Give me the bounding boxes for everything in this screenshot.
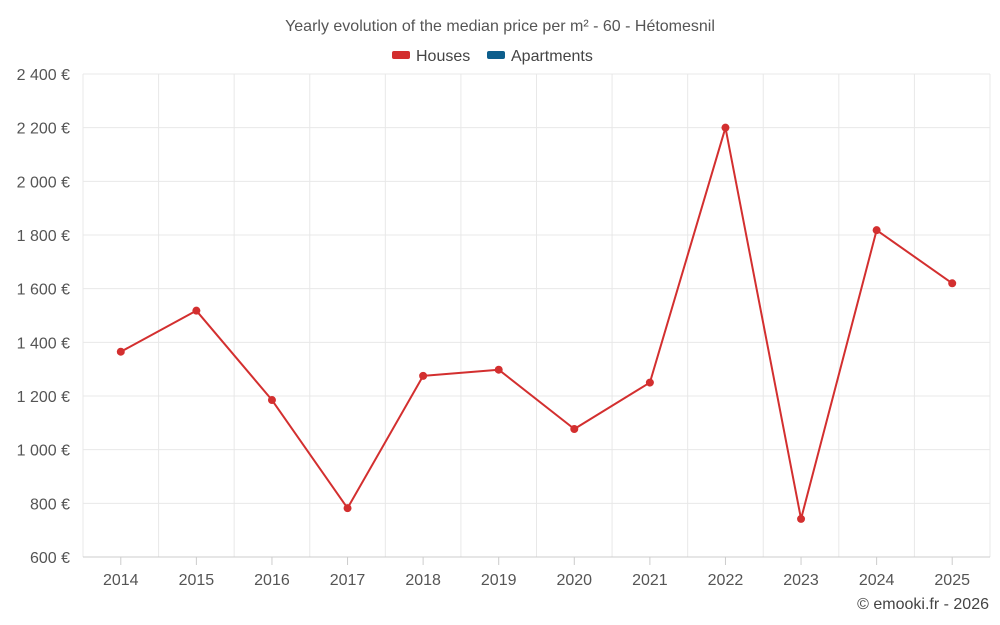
credit-text: © emooki.fr - 2026 (857, 596, 989, 613)
data-point-houses[interactable] (343, 504, 352, 513)
x-tick-label: 2019 (481, 572, 517, 589)
series-houses (116, 123, 957, 523)
data-point-houses[interactable] (419, 371, 428, 380)
legend: Houses Apartments (392, 48, 593, 65)
y-tick-label: 2 200 € (17, 121, 70, 138)
y-tick-label: 2 400 € (17, 67, 70, 84)
series-line-houses (120, 126, 953, 520)
grid (82, 73, 991, 557)
chart-title: Yearly evolution of the median price per… (285, 18, 715, 35)
y-tick-label: 1 000 € (17, 443, 70, 460)
x-tick-label: 2014 (103, 572, 139, 589)
x-tick-label: 2020 (556, 572, 592, 589)
y-tick-label: 1 600 € (17, 282, 70, 299)
x-tick-label: 2017 (330, 572, 366, 589)
data-point-houses[interactable] (570, 425, 579, 434)
x-tick-label: 2018 (405, 572, 441, 589)
legend-label-houses: Houses (416, 48, 470, 65)
data-point-houses[interactable] (192, 306, 201, 315)
x-tick-label: 2023 (783, 572, 819, 589)
x-tick-label: 2024 (859, 572, 895, 589)
y-tick-label: 2 000 € (17, 174, 70, 191)
legend-swatch-apartments (487, 51, 505, 59)
x-tick-label: 2015 (179, 572, 215, 589)
y-axis-ticks: 600 € 800 € 1 000 € 1 200 € 1 400 € 1 600 € 1 … (17, 67, 70, 567)
x-tick-label: 2025 (934, 572, 970, 589)
y-tick-label: 1 400 € (17, 335, 70, 352)
legend-item-houses[interactable]: Houses (392, 48, 470, 65)
data-point-houses[interactable] (721, 123, 730, 132)
y-tick-label: 800 € (30, 496, 70, 513)
y-tick-label: 1 800 € (17, 228, 70, 245)
legend-label-apartments: Apartments (511, 48, 593, 65)
data-point-houses[interactable] (645, 378, 654, 387)
data-point-houses[interactable] (797, 514, 806, 523)
legend-swatch-houses (392, 51, 410, 59)
data-point-houses[interactable] (116, 347, 125, 356)
x-tick-label: 2022 (708, 572, 744, 589)
data-point-houses[interactable] (872, 226, 881, 235)
data-point-houses[interactable] (494, 365, 503, 374)
y-tick-label: 600 € (30, 550, 70, 567)
legend-item-apartments[interactable]: Apartments (487, 48, 593, 65)
data-point-houses[interactable] (267, 396, 276, 405)
x-tick-label: 2021 (632, 572, 668, 589)
x-axis-ticks: 2014 2015 2016 2017 2018 2019 2020 2021 2022 2023… (103, 557, 970, 589)
data-point-houses[interactable] (948, 279, 957, 288)
x-tick-label: 2016 (254, 572, 290, 589)
y-tick-label: 1 200 € (17, 389, 70, 406)
